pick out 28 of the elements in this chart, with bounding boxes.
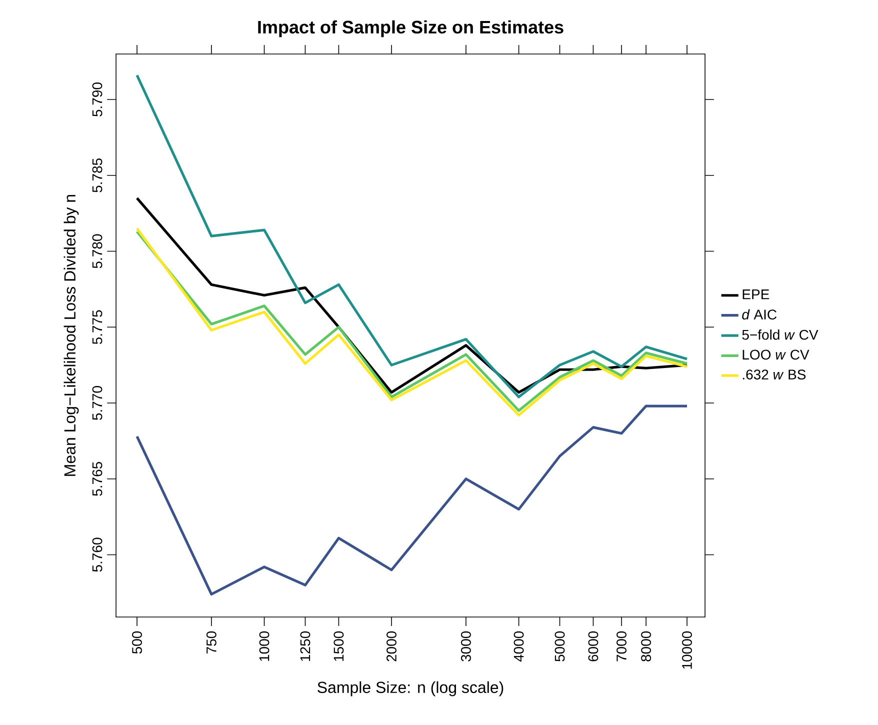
legend-label: EPE	[742, 290, 770, 300]
x-tick-label: 1250	[300, 631, 310, 661]
x-tick-label: 10000	[682, 631, 692, 669]
y-axis-title: Mean Log−Likelihood Loss Divided by n	[64, 194, 79, 476]
x-tick-label: 1500	[334, 631, 344, 661]
x-tick-label: 500	[132, 631, 142, 654]
y-tick-label: 5.790	[92, 82, 102, 116]
x-tick-label: 2000	[386, 631, 396, 662]
legend-label: LOO w CV	[742, 350, 810, 360]
x-tick-label: 1000	[259, 631, 270, 661]
x-tick-label: 6000	[588, 631, 598, 662]
y-tick-label: 5.785	[92, 158, 102, 192]
y-tick-label: 5.775	[92, 310, 102, 344]
y-tick-label: 5.760	[92, 538, 102, 572]
x-tick-label: 4000	[514, 631, 524, 662]
y-tick-label: 5.770	[92, 386, 102, 420]
x-tick-label: 5000	[554, 631, 565, 662]
y-tick-label: 5.765	[92, 462, 102, 496]
x-axis-title: Sample Size: n (log scale)	[318, 681, 504, 696]
legend-label: d AIC	[742, 309, 777, 320]
legend-label: .632 w BS	[742, 370, 806, 380]
x-tick-label: 7000	[616, 631, 626, 662]
y-tick-label: 5.780	[92, 234, 102, 268]
legend-label: 5−fold w CV	[742, 329, 818, 340]
x-tick-label: 750	[206, 631, 216, 654]
chart-title: Impact of Sample Size on Estimates	[258, 20, 564, 38]
x-tick-label: 3000	[461, 631, 471, 662]
x-tick-label: 8000	[641, 631, 652, 662]
